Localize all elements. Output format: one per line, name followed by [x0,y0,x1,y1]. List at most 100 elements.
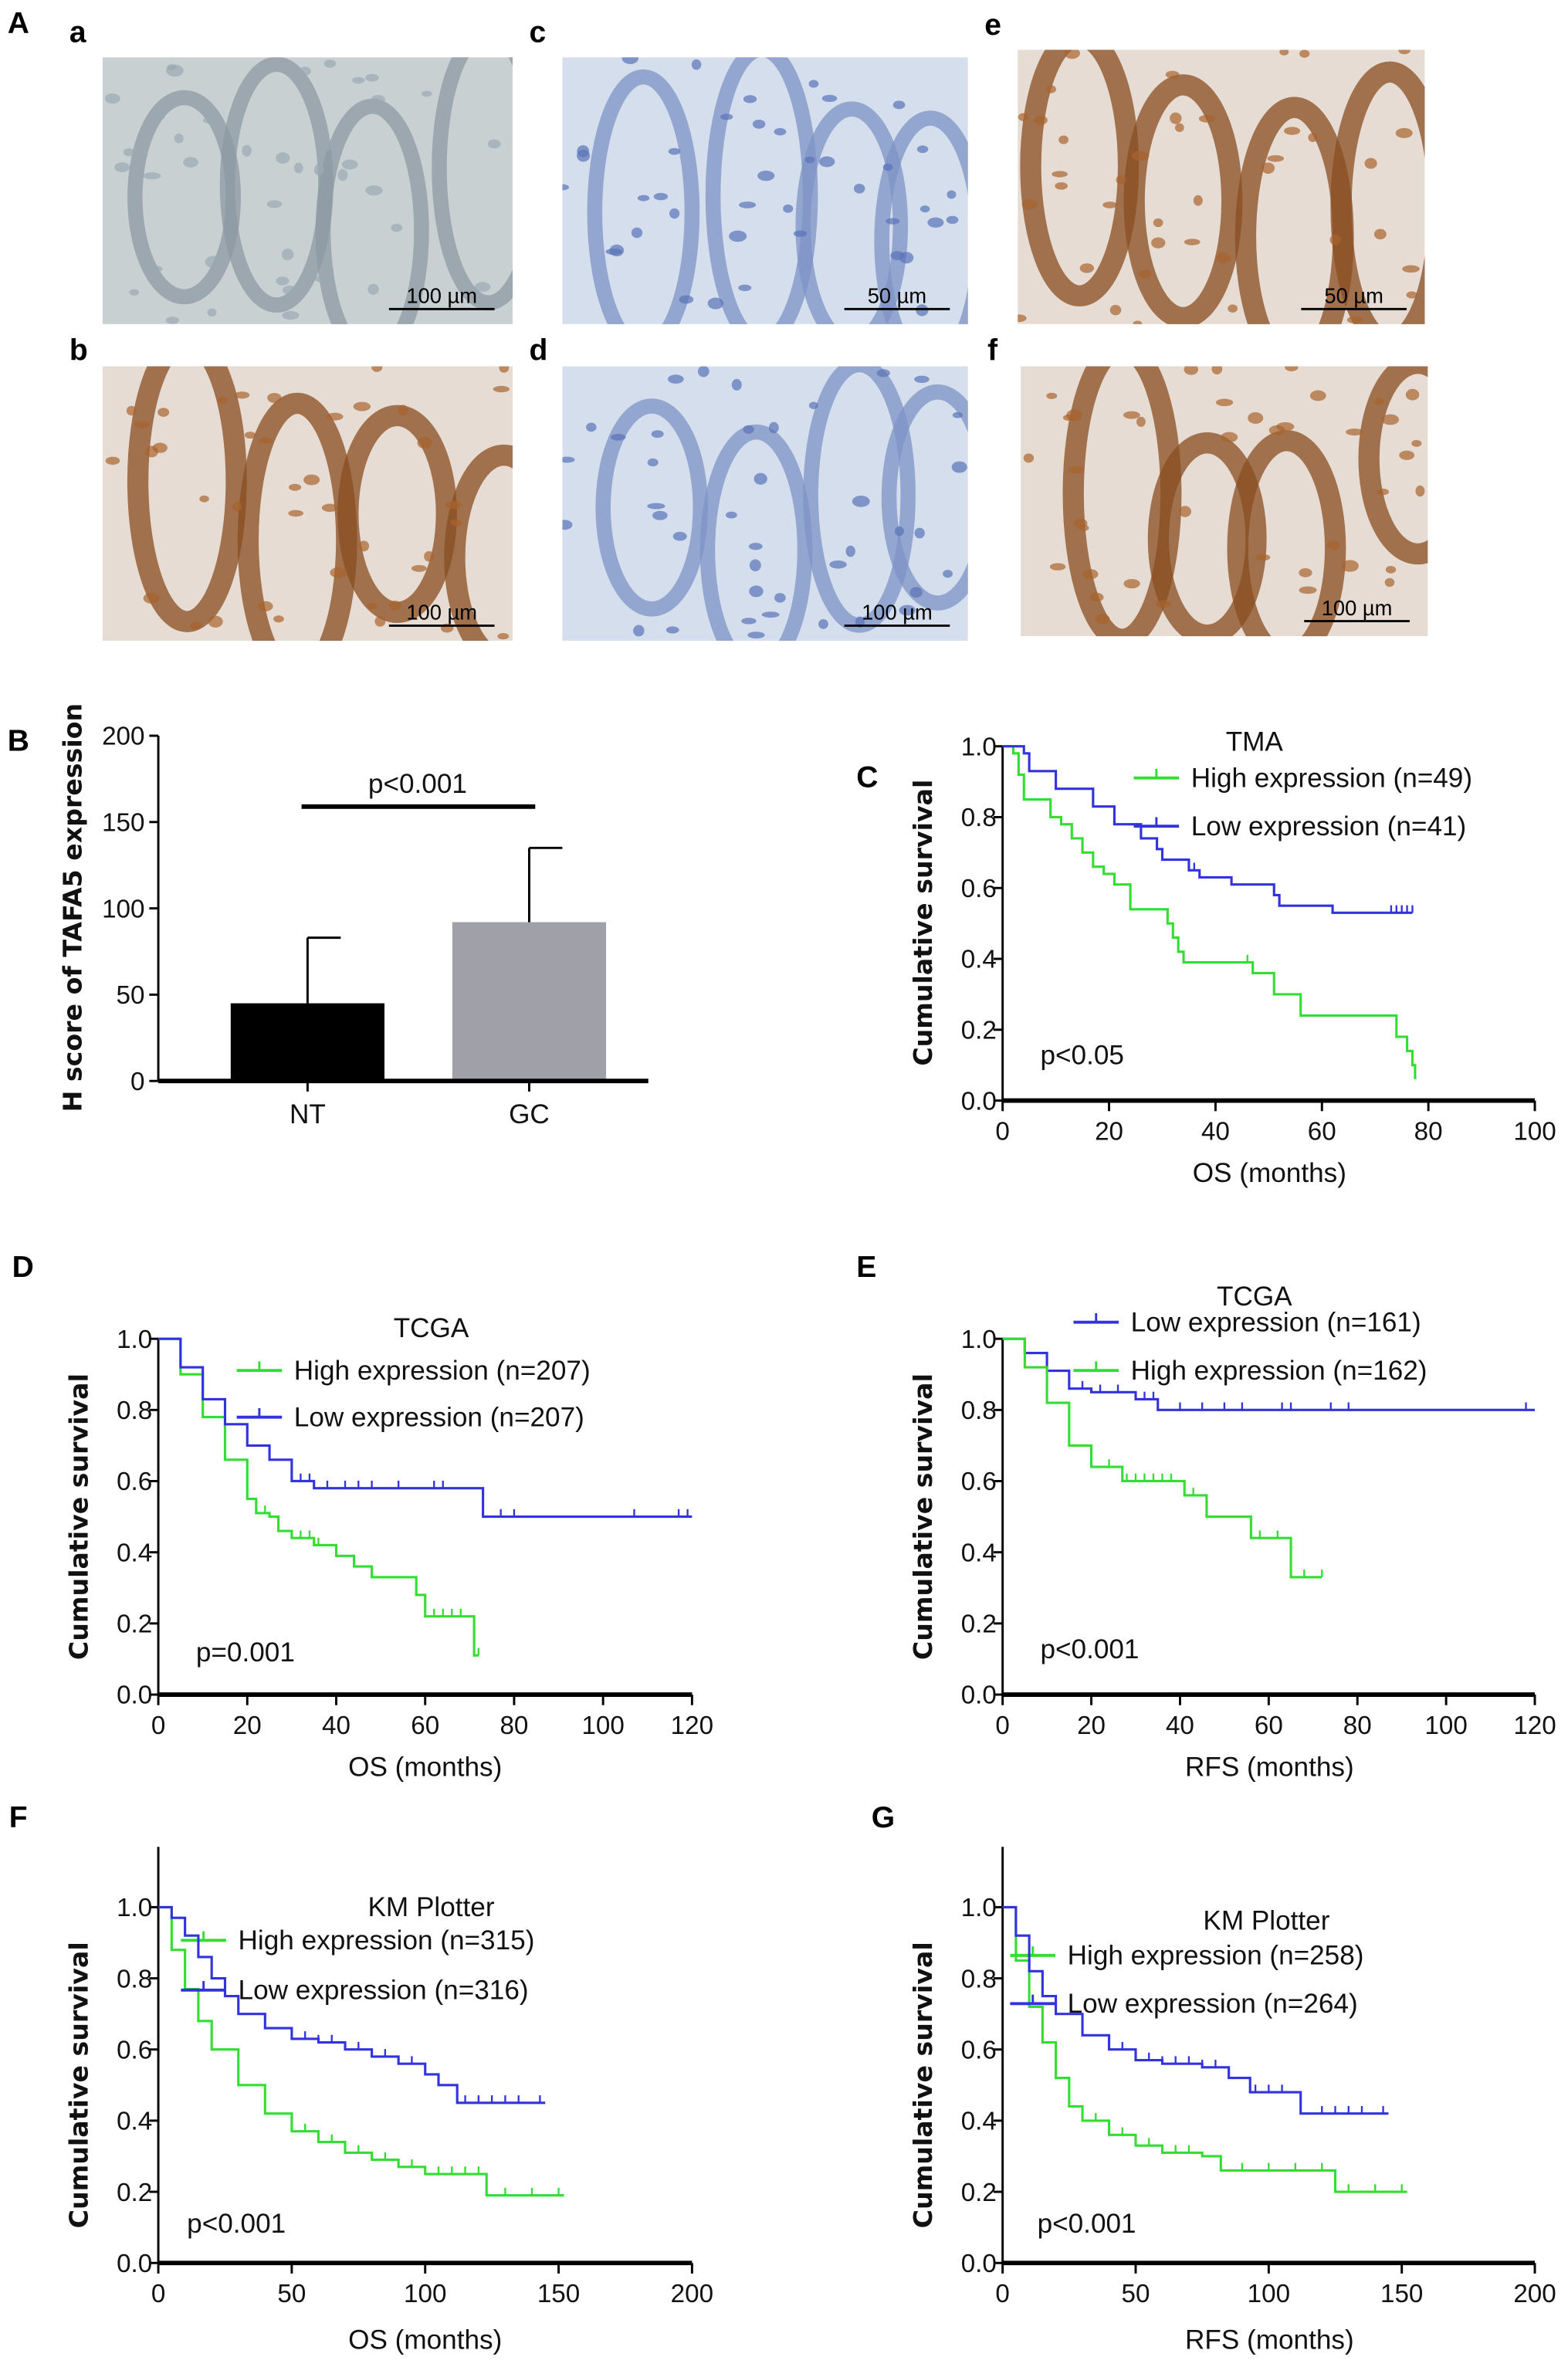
y-tick-label: 1.0 [117,1326,152,1354]
x-axis-title: OS (months) [348,1752,502,1782]
legend-label-high: High expression (n=207) [294,1356,591,1386]
km-chart-E [993,1312,1536,1705]
y-tick-label: 0.6 [961,875,997,903]
micrograph-a [102,57,513,324]
legend-label-high: High expression (n=49) [1191,763,1472,793]
legend-label-low: Low expression (n=161) [1131,1307,1421,1337]
y-tick-label: 0.8 [961,1965,997,1993]
x-tick-label: 60 [1255,1712,1283,1740]
x-tick-label: 60 [1308,1117,1336,1146]
x-tick-label: 20 [1095,1117,1123,1146]
x-tick-label: NT [290,1099,326,1129]
x-tick-label: 0 [151,2280,165,2308]
panel-label-F: F [9,1801,28,1834]
x-tick-label: 150 [1380,2280,1423,2308]
y-tick-label: 0.8 [117,1397,152,1425]
chart-title: TCGA [394,1313,469,1343]
legend-label-low: Low expression (n=41) [1191,811,1467,841]
bar-NT [230,1003,384,1082]
bar-chart-B [149,734,649,1092]
legend-label-low: Low expression (n=316) [239,1976,529,2006]
y-axis-title: Cumulative survival [63,1942,93,2228]
x-tick-label: 0 [995,2280,1009,2308]
y-tick-label: 0.8 [117,1965,152,1993]
y-tick-label: 0.0 [117,2250,152,2278]
survival-curve-high [1002,745,1417,1080]
y-tick-label: 0.0 [961,1681,997,1710]
x-tick-label: 80 [500,1712,528,1740]
y-tick-label: 0.6 [961,1468,997,1496]
x-tick-label: 0 [995,1117,1009,1146]
panel-label-A: A [8,7,29,40]
micrograph-label-b: b [69,334,88,367]
km-chart-D [149,1337,693,1705]
y-tick-label: 0.2 [117,1610,152,1639]
micrograph-b [102,366,513,641]
panel-label-D: D [12,1251,34,1284]
x-tick-label: 40 [322,1712,351,1740]
chart-title: KM Plotter [368,1892,495,1922]
km-chart-F [149,1847,693,2274]
y-axis-title: Cumulative survival [908,1373,938,1660]
legend-label-high: High expression (n=162) [1131,1356,1427,1386]
y-tick-label: 1.0 [117,1894,152,1922]
survival-curve-high [1002,1337,1322,1579]
bar-GC [452,922,607,1082]
x-axis-title: OS (months) [1193,1158,1346,1188]
p-value: p<0.001 [1038,2209,1136,2239]
x-tick-label: 100 [1424,1712,1467,1740]
y-tick-label: 1.0 [961,733,997,761]
legend-label-high: High expression (n=258) [1068,1941,1364,1971]
x-tick-label: 100 [1513,1117,1556,1146]
y-tick-label: 0.8 [961,804,997,832]
x-tick-label: 120 [671,1712,713,1740]
y-tick-label: 1.0 [961,1326,997,1354]
y-axis-title: Cumulative survival [63,1373,93,1660]
y-tick-label: 0.6 [117,1468,152,1496]
y-tick-label: 0.0 [117,1681,152,1710]
panel-label-B: B [8,725,29,758]
micrograph-d [562,366,968,641]
y-axis-title: Cumulative survival [908,780,938,1066]
x-tick-label: 200 [671,2280,713,2308]
scale-bar-label: 100 µm [406,601,477,625]
y-axis-title: H score of TAFA5 expression [57,703,87,1112]
y-tick-label: 100 [102,895,144,923]
x-tick-label: 0 [151,1712,165,1740]
panel-label-C: C [856,760,878,794]
y-tick-label: 0.4 [961,946,997,974]
x-tick-label: 120 [1513,1712,1556,1740]
scale-bar-label: 100 µm [406,284,477,308]
micrograph-label-f: f [987,334,998,367]
y-tick-label: 0.4 [961,2108,997,2136]
km-chart-G [993,1847,1536,2274]
x-tick-label: 200 [1513,2280,1556,2308]
x-tick-label: 80 [1343,1712,1372,1740]
y-tick-label: 50 [117,981,145,1010]
y-tick-label: 0.2 [961,2179,997,2207]
x-tick-label: 0 [995,1712,1009,1740]
micrograph-label-c: c [529,16,546,49]
scale-bar-label: 100 µm [862,601,933,625]
y-tick-label: 0.0 [961,2250,997,2278]
y-tick-label: 0.4 [117,2108,152,2136]
p-value: p<0.05 [1040,1041,1123,1071]
scale-bar-label: 50 µm [1324,284,1383,308]
micrograph-f [1021,366,1428,637]
y-tick-label: 1.0 [961,1894,997,1922]
y-tick-label: 0.2 [961,1610,997,1639]
x-axis-title: RFS (months) [1185,2325,1354,2355]
legend-label-low: Low expression (n=264) [1068,1989,1358,2019]
micrograph-e [1018,49,1425,324]
y-axis-title: Cumulative survival [908,1942,938,2228]
scale-bar-label: 100 µm [1322,596,1393,620]
y-tick-label: 200 [102,723,144,751]
x-axis-title: OS (months) [348,2325,502,2355]
y-tick-label: 0.2 [961,1017,997,1045]
x-tick-label: 20 [1077,1712,1106,1740]
y-tick-label: 0 [130,1068,144,1096]
x-tick-label: 150 [537,2280,580,2308]
x-tick-label: 100 [404,2280,446,2308]
p-value: p=0.001 [196,1637,295,1668]
survival-curve-low [1002,745,1413,914]
